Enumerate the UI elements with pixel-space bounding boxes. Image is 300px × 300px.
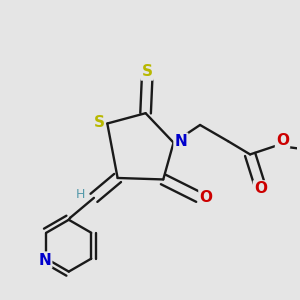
Text: S: S (94, 115, 105, 130)
Text: O: O (276, 133, 289, 148)
Text: S: S (142, 64, 153, 80)
Text: N: N (175, 134, 187, 149)
Text: H: H (76, 188, 86, 201)
Text: O: O (254, 182, 267, 196)
Text: N: N (38, 253, 51, 268)
Text: O: O (200, 190, 212, 205)
